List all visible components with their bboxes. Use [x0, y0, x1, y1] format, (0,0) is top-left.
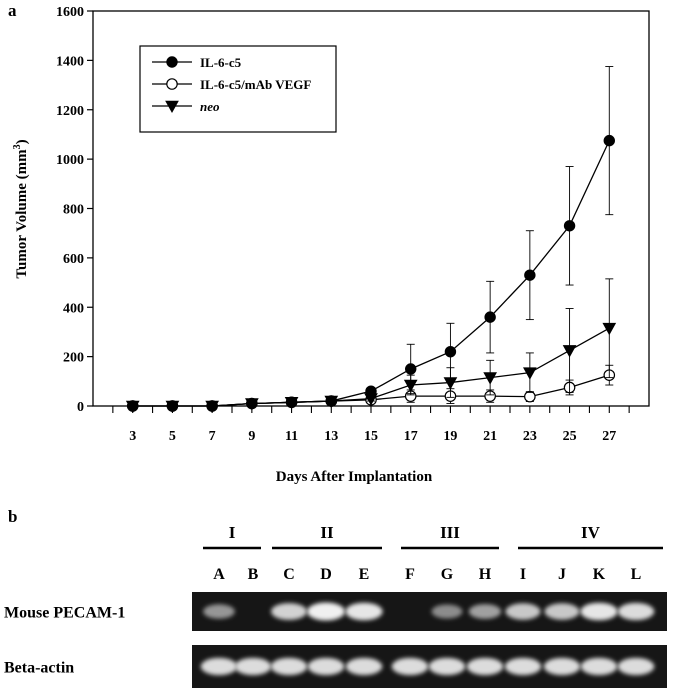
x-tick-label: 7 — [209, 429, 216, 444]
data-point — [603, 134, 615, 147]
series-0 — [127, 66, 615, 412]
data-point — [483, 372, 497, 385]
data-point — [524, 269, 536, 281]
data-point — [523, 367, 537, 380]
gel-group-label: III — [440, 523, 460, 542]
gel-band — [617, 657, 655, 676]
x-tick-label: 27 — [602, 429, 616, 444]
legend-marker — [166, 56, 178, 68]
gel-row-label: Beta-actin — [4, 660, 74, 677]
series-layer — [125, 66, 617, 414]
x-tick-label: 25 — [563, 429, 577, 444]
y-tick-label: 1200 — [56, 104, 84, 119]
gel-band — [543, 657, 581, 676]
legend-label: neo — [200, 99, 220, 114]
gel-band — [234, 657, 272, 676]
gel-band — [504, 657, 542, 676]
data-point — [206, 400, 218, 412]
y-tick-label: 400 — [63, 301, 84, 316]
x-tick-label: 19 — [443, 429, 457, 444]
gel-lane-label: J — [558, 566, 566, 583]
x-axis-ticks: 3 5 7 9 11 13 15 17 19 21 23 25 27 — [112, 406, 630, 444]
data-point — [166, 400, 179, 412]
gel-lane-label: K — [593, 566, 606, 583]
gel-group-label: I — [229, 523, 236, 542]
data-point — [246, 397, 258, 410]
data-point — [405, 363, 417, 375]
gel-row-label: Mouse PECAM-1 — [4, 605, 125, 622]
y-tick-label: 0 — [77, 400, 84, 415]
data-point — [524, 390, 536, 403]
gel-panel: I A B II C D E III F G H IV I J K L Mouse PECAM-1 Beta-ac… — [4, 523, 667, 688]
gel-lane-label: C — [283, 566, 295, 583]
gel-lane-label: L — [631, 566, 642, 583]
gel-band — [431, 604, 463, 619]
legend-marker — [165, 100, 179, 114]
gel-band — [271, 603, 307, 620]
data-point — [444, 345, 457, 358]
gel-lane-label: E — [359, 566, 370, 583]
x-tick-label: 23 — [523, 429, 537, 444]
gel-band — [468, 604, 502, 619]
series-line — [132, 140, 610, 407]
legend-label: IL-6-c5/mAb VEGF — [200, 77, 311, 92]
data-point — [325, 395, 337, 407]
gel-lane-label: F — [405, 566, 415, 583]
x-tick-label: 17 — [404, 429, 418, 444]
gel-group-label: II — [320, 523, 334, 542]
gel-band — [345, 602, 383, 621]
gel-group-label: IV — [581, 523, 601, 542]
y-tick-label: 1000 — [56, 153, 84, 168]
x-tick-label: 9 — [248, 429, 255, 444]
gel-band — [307, 602, 345, 621]
gel-lane-label: A — [213, 566, 225, 583]
x-tick-label: 5 — [169, 429, 176, 444]
gel-band — [345, 657, 383, 676]
legend-marker — [166, 78, 178, 90]
gel-lane-label: I — [520, 566, 526, 583]
gel-band — [203, 604, 235, 619]
gel-band — [580, 602, 618, 621]
gel-band — [391, 657, 429, 676]
gel-band — [428, 657, 466, 676]
gel-band — [270, 657, 308, 676]
x-tick-label: 11 — [285, 429, 298, 444]
x-tick-label: 3 — [129, 429, 136, 444]
x-axis-label: Days After Implantation — [276, 469, 433, 485]
gel-band — [200, 657, 238, 676]
tumor-volume-chart: 0 200 400 600 800 1000 1200 1400 1600 3 5 7 9 11 13 15… — [12, 5, 650, 485]
y-axis-label: Tumor Volume (mm3) — [12, 139, 30, 278]
gel-lane-label: H — [479, 566, 492, 583]
gel-lane-label: G — [441, 566, 454, 583]
x-tick-label: 15 — [364, 429, 378, 444]
gel-band — [617, 602, 655, 621]
y-tick-label: 200 — [63, 351, 84, 366]
gel-band — [505, 603, 541, 620]
data-point — [365, 385, 377, 397]
y-tick-label: 600 — [63, 252, 84, 267]
legend-label: IL-6-c5 — [200, 55, 242, 70]
panel-a-label: a — [8, 1, 17, 20]
gel-band — [307, 657, 345, 676]
y-tick-label: 1600 — [56, 5, 84, 20]
data-point — [484, 311, 496, 323]
y-tick-label: 800 — [63, 203, 84, 218]
x-tick-label: 13 — [324, 429, 338, 444]
gel-lane-label: D — [320, 566, 332, 583]
gel-band — [580, 657, 618, 676]
gel-lane-label: B — [248, 566, 259, 583]
gel-band — [544, 603, 580, 620]
y-axis-ticks: 0 200 400 600 800 1000 1200 1400 1600 — [56, 5, 93, 415]
data-point — [602, 322, 617, 336]
data-point — [563, 220, 576, 232]
panel-b-label: b — [8, 507, 17, 526]
gel-band — [466, 657, 504, 676]
data-point — [285, 396, 298, 408]
chart-legend: IL-6-c5 IL-6-c5/mAb VEGF neo — [139, 45, 337, 133]
data-point — [127, 400, 139, 412]
x-tick-label: 21 — [483, 429, 497, 444]
y-tick-label: 1400 — [56, 54, 84, 69]
data-point — [562, 345, 577, 358]
